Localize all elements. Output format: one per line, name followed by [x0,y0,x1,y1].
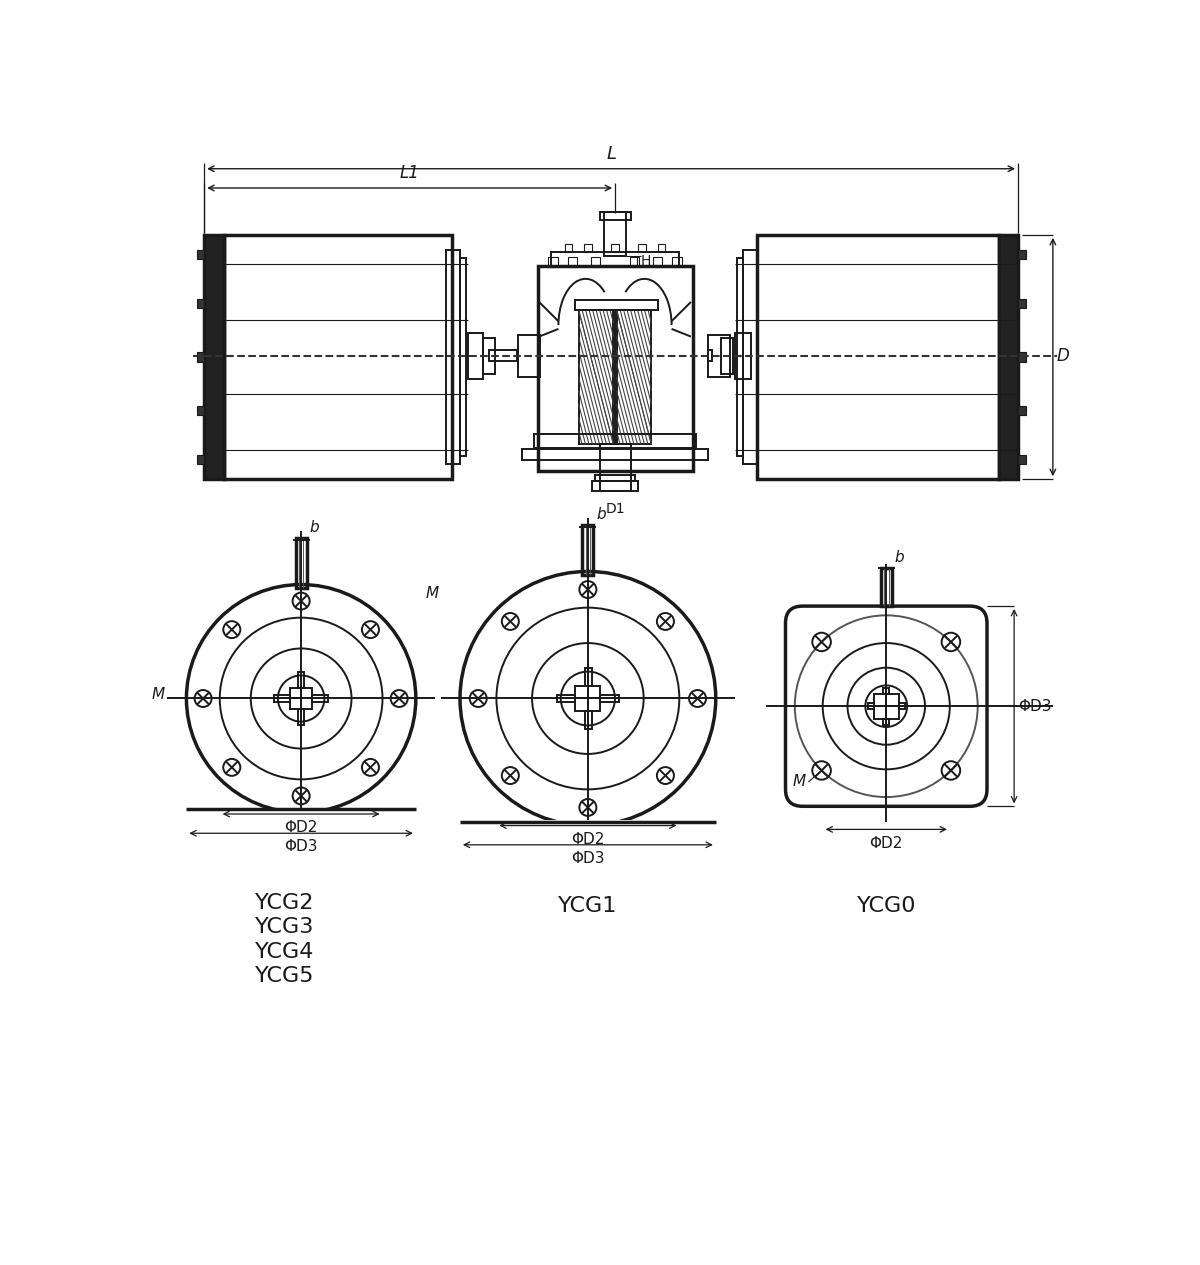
Bar [565,244,572,252]
Bar [197,455,204,464]
Bar [1018,250,1026,259]
Bar [1018,455,1026,464]
Bar [518,335,540,377]
Bar [881,568,892,606]
Bar [595,476,635,482]
Text: ΦD2: ΦD2 [870,836,902,850]
Bar [197,299,204,307]
Bar [295,539,306,588]
Bar [736,333,751,379]
Bar [1018,353,1026,362]
Bar [204,235,223,479]
Bar [578,310,613,444]
Bar [604,211,626,256]
Bar [584,668,592,686]
Text: b: b [895,549,905,564]
Bar [638,244,646,252]
Text: YCG4: YCG4 [254,942,314,961]
Bar [534,434,696,448]
Bar [548,257,558,267]
Bar [883,688,889,694]
Bar [708,350,712,362]
Bar [737,258,743,455]
Bar [617,310,652,444]
Text: M: M [425,587,438,601]
Text: M: M [151,687,164,702]
Bar [721,338,733,373]
Text: H: H [641,254,650,268]
Text: YCG5: YCG5 [254,966,314,987]
Bar [600,694,619,702]
Bar [600,211,630,220]
Text: YCG1: YCG1 [558,897,618,916]
Bar [576,686,600,711]
Bar [576,300,658,310]
Bar [223,235,452,479]
Bar [197,406,204,415]
Text: M: M [793,774,806,789]
Bar [1018,406,1026,415]
Bar [630,257,640,267]
Text: D1: D1 [605,502,625,516]
Text: YCG3: YCG3 [254,917,314,937]
Bar [582,525,593,576]
Bar [658,244,665,252]
Bar [584,244,592,252]
Bar [460,258,466,455]
Text: D: D [1057,347,1069,364]
Bar [552,252,679,266]
Bar [874,694,899,719]
Bar [600,444,630,491]
Bar [274,696,290,702]
Text: L1: L1 [400,164,420,182]
Bar [298,710,305,725]
Bar [653,257,662,267]
Bar [522,449,708,459]
Text: ΦD3: ΦD3 [571,851,605,867]
Bar [899,703,905,710]
Bar [468,333,484,379]
Bar [490,350,516,362]
Bar [757,235,998,479]
Text: L: L [606,144,616,163]
Bar [197,250,204,259]
Bar [743,250,757,464]
Bar [197,353,204,362]
Text: ΦD3: ΦD3 [1018,698,1051,713]
Bar [568,257,577,267]
Text: YCG0: YCG0 [857,897,916,916]
Bar [883,719,889,725]
Bar [998,235,1018,479]
Bar [584,711,592,730]
Text: b: b [310,520,319,535]
Text: ΦD2: ΦD2 [284,820,318,835]
Bar [538,266,692,472]
Bar [290,688,312,710]
Text: YCG2: YCG2 [254,893,314,912]
Bar [298,672,305,688]
Bar [672,257,682,267]
Bar [557,694,576,702]
Bar [592,482,638,491]
Bar [611,244,619,252]
Bar [312,696,329,702]
Text: ΦD2: ΦD2 [571,831,605,846]
Bar [182,808,420,831]
Bar [446,250,460,464]
Bar [484,338,494,373]
Bar [1018,299,1026,307]
Text: b: b [596,507,606,522]
Bar [590,257,600,267]
Bar [868,703,874,710]
Bar [708,335,730,377]
Bar [456,820,720,845]
Text: ΦD3: ΦD3 [284,840,318,854]
